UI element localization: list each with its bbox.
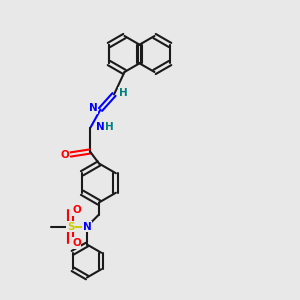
Text: S: S (67, 221, 74, 232)
Text: O: O (72, 205, 81, 215)
Text: N: N (88, 103, 98, 113)
Text: O: O (72, 238, 81, 248)
Text: N: N (82, 221, 91, 232)
Text: H: H (118, 88, 127, 98)
Text: H: H (105, 122, 114, 132)
Text: N: N (96, 122, 105, 132)
Text: O: O (61, 149, 70, 160)
